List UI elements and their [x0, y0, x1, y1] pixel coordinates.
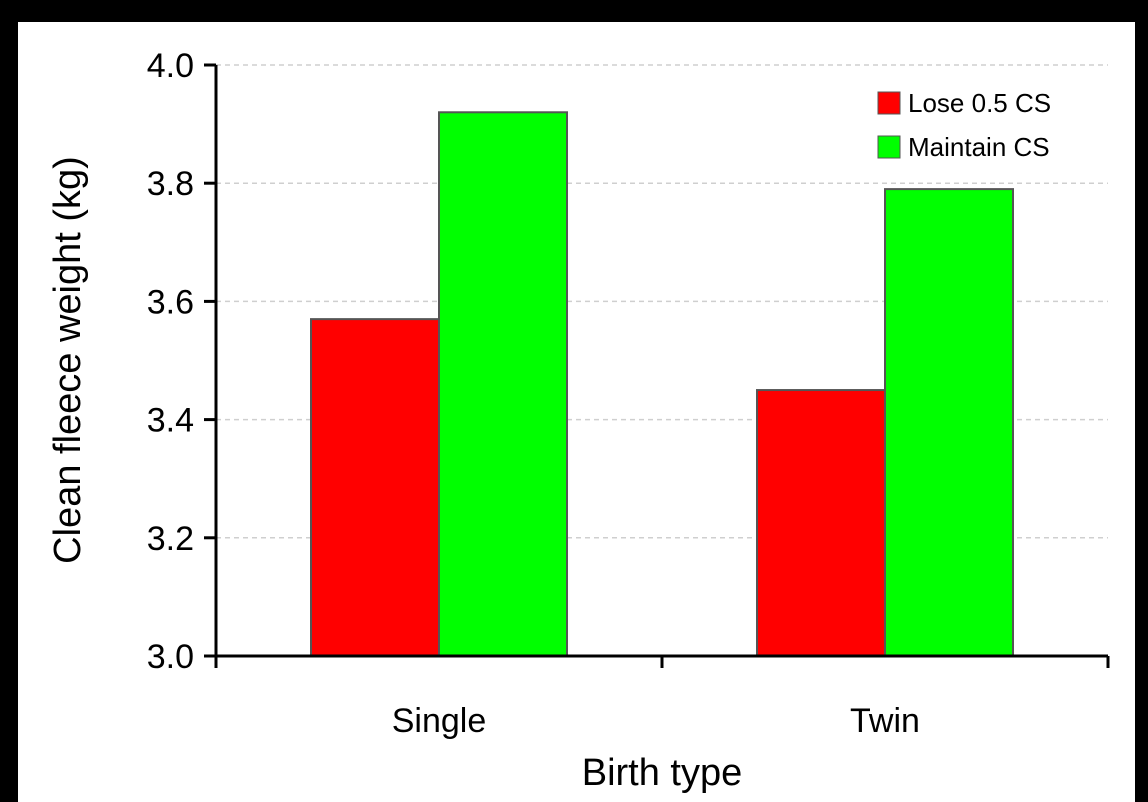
legend-label: Lose 0.5 CS — [908, 88, 1051, 118]
x-tick-label: Twin — [850, 702, 920, 740]
legend-swatch — [877, 135, 901, 159]
bar — [310, 318, 440, 657]
x-tick-label: Single — [392, 702, 487, 740]
y-tick-label: 3.0 — [147, 638, 194, 676]
y-tick-label: 4.0 — [147, 47, 194, 85]
x-ticks: Single Twin — [214, 656, 1110, 740]
bar — [884, 188, 1014, 658]
y-tick-label: 3.2 — [147, 520, 194, 558]
bar — [438, 111, 568, 657]
legend: Lose 0.5 CS Maintain CS — [877, 88, 1051, 162]
y-tick-label: 3.4 — [147, 402, 194, 440]
y-ticks: 3.0 3.2 3.4 3.6 3.8 4.0 — [147, 47, 216, 676]
legend-label: Maintain CS — [908, 132, 1050, 162]
legend-swatch — [877, 91, 901, 115]
y-tick-label: 3.6 — [147, 283, 194, 321]
x-axis-title: Birth type — [582, 752, 743, 794]
bars — [310, 111, 1014, 658]
bar — [756, 389, 886, 657]
y-axis-title: Clean fleece weight (kg) — [47, 156, 89, 564]
y-tick-label: 3.8 — [147, 165, 194, 203]
